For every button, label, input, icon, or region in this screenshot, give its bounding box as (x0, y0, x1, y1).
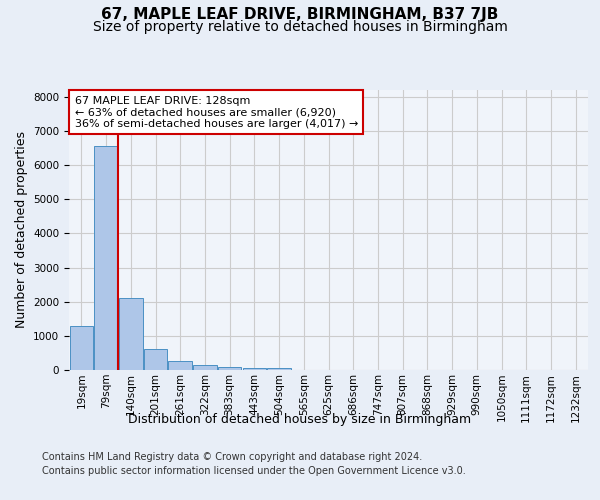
Bar (242, 368, 266, 370)
Bar (94, 146, 118, 370)
Text: 67, MAPLE LEAF DRIVE, BIRMINGHAM, B37 7JB: 67, MAPLE LEAF DRIVE, BIRMINGHAM, B37 7J… (101, 8, 499, 22)
Text: Contains public sector information licensed under the Open Government Licence v3: Contains public sector information licen… (42, 466, 466, 476)
Bar (70, 326, 93, 370)
Text: Distribution of detached houses by size in Birmingham: Distribution of detached houses by size … (128, 412, 472, 426)
Bar (218, 366, 241, 370)
Bar (169, 361, 192, 370)
Text: Contains HM Land Registry data © Crown copyright and database right 2024.: Contains HM Land Registry data © Crown c… (42, 452, 422, 462)
Text: Size of property relative to detached houses in Birmingham: Size of property relative to detached ho… (92, 20, 508, 34)
Bar (193, 365, 217, 370)
Bar (119, 298, 143, 370)
Bar (268, 368, 291, 370)
Y-axis label: Number of detached properties: Number of detached properties (14, 132, 28, 328)
Bar (144, 349, 167, 370)
Text: 67 MAPLE LEAF DRIVE: 128sqm
← 63% of detached houses are smaller (6,920)
36% of : 67 MAPLE LEAF DRIVE: 128sqm ← 63% of det… (74, 96, 358, 129)
